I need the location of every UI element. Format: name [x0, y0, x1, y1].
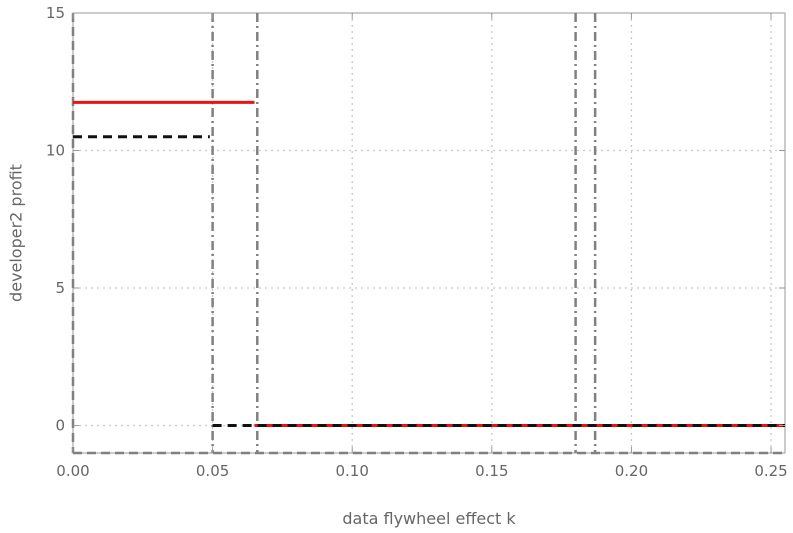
x-tick-label: 0.05: [196, 462, 229, 480]
y-tick-label: 15: [46, 4, 65, 22]
x-tick-label: 0.20: [615, 462, 648, 480]
x-tick-label: 0.00: [56, 462, 89, 480]
series-group: [73, 100, 785, 427]
y-tick-label: 5: [55, 279, 65, 297]
y-axis-label: developer2 profit: [7, 164, 26, 302]
x-tick-label: 0.10: [336, 462, 369, 480]
ticks: 0.00 0.05 0.10 0.15 0.20 0.25 0 5 10 15: [46, 4, 788, 480]
y-tick-label: 0: [55, 417, 65, 435]
x-axis-label: data flywheel effect k: [342, 509, 516, 528]
grid-lines: [73, 13, 785, 453]
x-tick-label: 0.15: [475, 462, 508, 480]
plot-frame: [72, 12, 786, 454]
x-tick-label: 0.25: [754, 462, 787, 480]
reference-lines: [71, 13, 785, 455]
y-tick-label: 10: [46, 142, 65, 160]
